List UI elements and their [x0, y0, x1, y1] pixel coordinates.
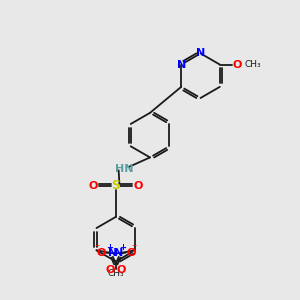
Text: N: N — [108, 248, 118, 258]
Text: S: S — [111, 179, 120, 192]
Text: O: O — [233, 59, 242, 70]
Text: CH₃: CH₃ — [107, 269, 124, 278]
Text: N: N — [177, 59, 186, 70]
Text: O: O — [106, 265, 115, 275]
Text: O: O — [89, 181, 98, 191]
Text: O: O — [126, 248, 135, 258]
Text: HN: HN — [115, 164, 133, 174]
Text: N: N — [196, 48, 205, 59]
Text: O: O — [96, 248, 106, 258]
Text: ⁻: ⁻ — [95, 243, 100, 253]
Text: O: O — [116, 265, 126, 275]
Text: O: O — [134, 181, 143, 191]
Text: +: + — [106, 243, 113, 252]
Text: ⁻: ⁻ — [132, 243, 137, 253]
Text: N: N — [114, 248, 123, 258]
Text: CH₃: CH₃ — [244, 60, 261, 69]
Text: +: + — [119, 243, 126, 252]
